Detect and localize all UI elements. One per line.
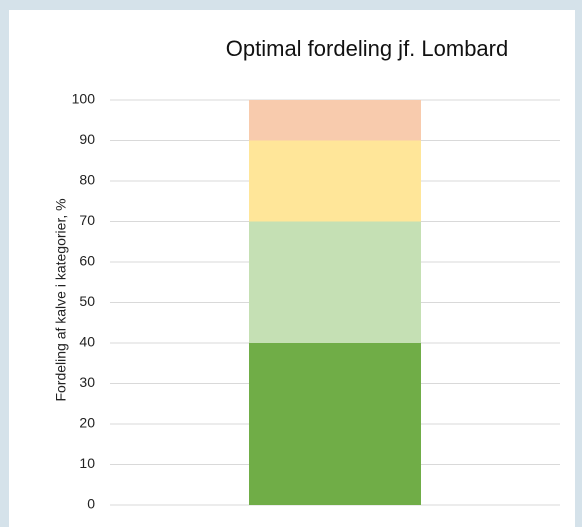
y-axis-label: Fordeling af kalve i kategorier, % <box>53 198 69 401</box>
y-tick-label: 30 <box>79 374 95 390</box>
y-tick-label: 50 <box>79 293 95 309</box>
y-tick-label: 70 <box>79 212 95 228</box>
bar-segment <box>249 100 421 141</box>
y-tick-label: 60 <box>79 253 95 269</box>
bar-segment <box>249 140 421 222</box>
y-tick-label: 0 <box>87 496 95 512</box>
chart-title: Optimal fordeling jf. Lombard <box>226 36 508 61</box>
bar-segment <box>249 343 421 505</box>
y-tick-label: 80 <box>79 172 95 188</box>
y-tick-label: 40 <box>79 334 95 350</box>
y-tick-label: 90 <box>79 131 95 147</box>
y-tick-label: 100 <box>72 91 96 107</box>
bar-segment <box>249 221 421 343</box>
y-tick-label: 20 <box>79 415 95 431</box>
y-tick-label: 10 <box>79 455 95 471</box>
